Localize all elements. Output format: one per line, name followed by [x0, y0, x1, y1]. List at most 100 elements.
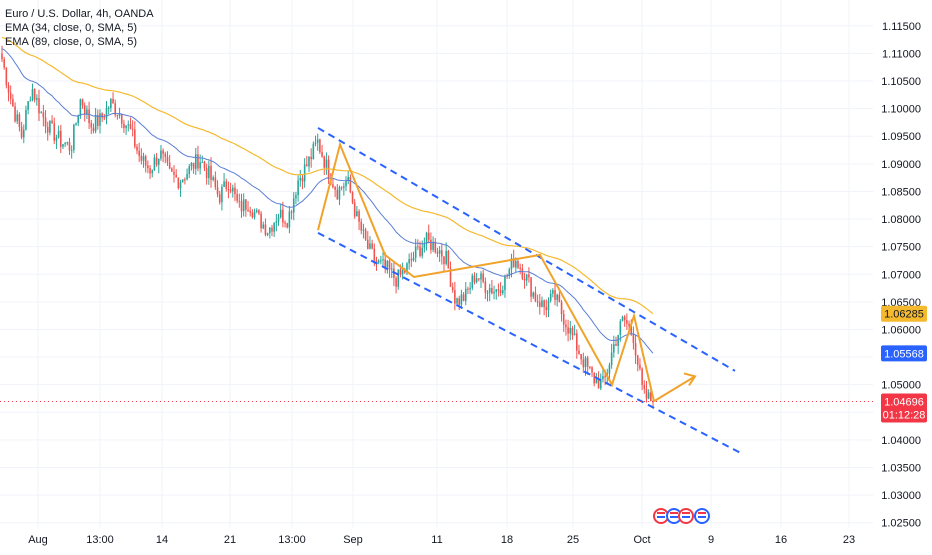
candle-body	[277, 217, 280, 222]
candle-body	[306, 164, 308, 167]
economic-events	[653, 508, 710, 524]
candle-body	[517, 260, 519, 268]
ema89-badge: 1.06285	[881, 305, 927, 322]
candle-body	[401, 270, 404, 275]
candle-body	[412, 257, 415, 261]
legend-title[interactable]: Euro / U.S. Dollar, 4h, OANDA	[5, 8, 154, 20]
candle-body	[286, 223, 289, 228]
candle-body	[38, 98, 40, 114]
candle-body	[149, 168, 151, 174]
candle-body	[297, 180, 299, 196]
candle-body	[288, 211, 291, 228]
candle-body	[438, 250, 441, 254]
candle-body	[623, 316, 626, 321]
legend-ema34[interactable]: EMA (34, close, 0, SMA, 5)	[5, 22, 138, 34]
candle-body	[356, 211, 358, 217]
candle-body	[547, 300, 550, 311]
price-axis-label: 1.06000	[881, 324, 921, 336]
price-axis-label: 1.03500	[881, 463, 921, 475]
candle-body	[142, 156, 145, 161]
time-axis-label: Aug	[28, 534, 48, 546]
candle-body	[295, 195, 297, 199]
candle-body	[314, 142, 317, 144]
candle-body	[604, 376, 606, 378]
candle-body	[20, 126, 23, 138]
candles	[1, 45, 654, 409]
candle-body	[36, 98, 38, 100]
candle-body	[432, 241, 434, 250]
candle-body	[238, 200, 241, 202]
candle-body	[22, 129, 25, 138]
candle-body	[530, 277, 532, 297]
candle-body	[510, 258, 513, 270]
candle-body	[589, 366, 591, 368]
candle-body	[334, 187, 336, 190]
ema89-line	[1, 36, 654, 315]
candle-body	[319, 139, 321, 153]
candle-body	[275, 221, 278, 223]
candle-body	[382, 259, 384, 261]
candle-body	[362, 229, 365, 231]
price-axis-label: 1.10500	[881, 76, 921, 88]
candle-body	[162, 150, 164, 154]
candle-body	[27, 101, 29, 110]
candle-body	[192, 162, 195, 169]
candle-body	[560, 302, 563, 315]
candle-body	[434, 241, 437, 253]
price-axis-label: 1.08000	[881, 214, 921, 226]
candle-body	[567, 327, 569, 334]
candle-body	[33, 89, 36, 100]
candle-body	[301, 177, 304, 182]
candle-body	[425, 232, 428, 244]
candle-body	[545, 307, 548, 311]
candle-body	[312, 143, 315, 160]
candle-body	[525, 274, 528, 281]
candle-body	[262, 224, 265, 229]
candle-body	[114, 103, 117, 115]
candle-body	[523, 278, 526, 281]
candle-body	[484, 281, 487, 293]
candle-body	[140, 155, 143, 161]
candle-body	[332, 184, 334, 188]
candle-body	[458, 298, 461, 305]
time-axis: Aug 13:00 14 21 13:00 Sep 11 18 25 Oct 9 16 23	[28, 534, 855, 546]
candle-body	[88, 109, 90, 124]
candle-body	[175, 174, 177, 178]
candle-body	[575, 333, 578, 351]
candle-body	[197, 154, 199, 169]
candle-body	[571, 327, 574, 336]
candle-body	[218, 194, 221, 203]
candle-body	[144, 156, 147, 166]
candle-body	[231, 187, 234, 192]
candle-body	[110, 98, 112, 108]
candle-body	[556, 294, 559, 300]
candle-body	[181, 179, 184, 183]
time-axis-label: Oct	[633, 534, 650, 546]
price-axis-label: 1.11000	[882, 48, 921, 60]
candle-body	[186, 173, 188, 180]
candle-body	[634, 343, 637, 356]
candle-body	[552, 290, 554, 294]
candle-body	[242, 199, 245, 212]
candle-body	[216, 187, 219, 195]
zigzag-line	[317, 141, 655, 402]
candle-body	[610, 352, 613, 365]
candle-body	[443, 256, 445, 265]
candle-body	[406, 263, 408, 273]
time-axis-label: 21	[224, 534, 236, 546]
candle-body	[323, 156, 326, 168]
legend-ema89[interactable]: EMA (89, close, 0, SMA, 5)	[5, 36, 138, 48]
candle-body	[641, 368, 643, 385]
candle-body	[325, 159, 328, 168]
candle-body	[223, 181, 225, 187]
candle-body	[53, 123, 56, 141]
projection-arrow-line	[653, 375, 696, 403]
candle-body	[12, 98, 14, 107]
candle-body	[164, 153, 167, 157]
channel-lower-line	[317, 231, 743, 455]
candle-body	[578, 350, 580, 355]
candle-body	[255, 210, 258, 212]
candle-body	[49, 120, 51, 133]
projection-arrow-head	[683, 372, 697, 386]
